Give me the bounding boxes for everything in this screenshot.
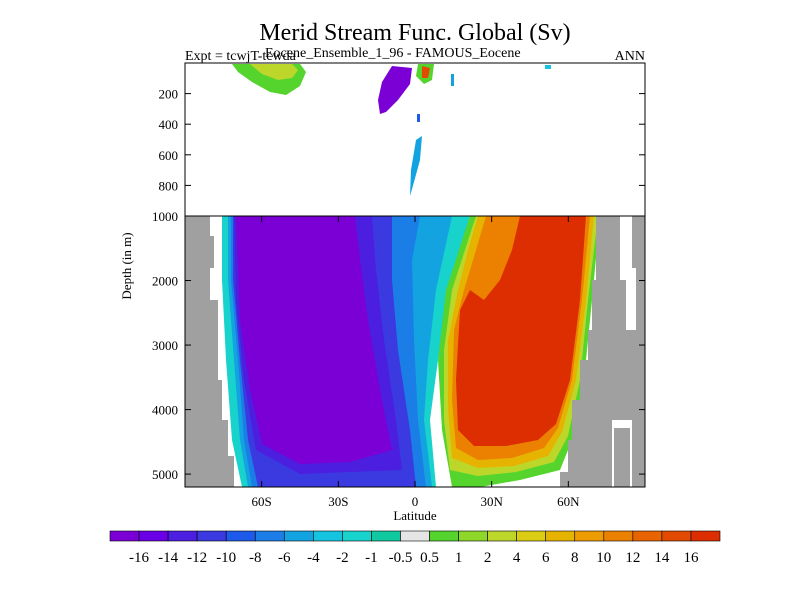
colorbar-swatch bbox=[603, 530, 634, 542]
colorbar-swatch bbox=[254, 530, 285, 542]
colorbar-swatch bbox=[690, 530, 721, 542]
y-tick-label: 4000 bbox=[152, 403, 178, 418]
colorbar-level-label: -0.5 bbox=[389, 550, 413, 566]
colorbar-swatch bbox=[167, 530, 198, 542]
upper-panel-frame bbox=[184, 62, 646, 217]
colorbar-swatch bbox=[458, 530, 488, 542]
colorbar-swatch bbox=[400, 530, 430, 542]
axes: 60S 30S 0 30N 60N 200 400 600 800 1000 2000 3000 400… bbox=[152, 87, 645, 509]
y-tick-label: 5000 bbox=[152, 467, 178, 482]
colorbar-swatch bbox=[138, 530, 169, 542]
land-north bbox=[560, 216, 645, 487]
y-tick-label: 200 bbox=[159, 87, 179, 102]
colorbar-swatch bbox=[661, 530, 692, 542]
colorbar-level-label: -2 bbox=[336, 550, 349, 566]
colorbar-level-label: 8 bbox=[571, 550, 579, 566]
upper-panel-contours bbox=[232, 64, 551, 196]
chart-subtitle: Eocene_Ensemble_1_96 - FAMOUS_Eocene bbox=[265, 46, 521, 61]
contour-patch-red bbox=[422, 66, 430, 78]
y-tick-label: 3000 bbox=[152, 338, 178, 353]
colorbar-level-label: 10 bbox=[596, 550, 611, 566]
y-axis-label: Depth (in m) bbox=[119, 232, 134, 299]
contour-patch-cyan-dot-2 bbox=[545, 65, 551, 69]
contour-patch-yellow bbox=[250, 64, 298, 80]
y-tick-label: 1000 bbox=[152, 209, 178, 224]
contour-patch-purple bbox=[378, 66, 412, 114]
colorbar-level-label: -8 bbox=[249, 550, 262, 566]
colorbar-level-label: 1 bbox=[455, 550, 463, 566]
colorbar-level-label: -10 bbox=[216, 550, 236, 566]
colorbar-level-label: 2 bbox=[484, 550, 492, 566]
x-tick-label: 30S bbox=[328, 494, 348, 509]
colorbar-swatch bbox=[283, 530, 314, 542]
south-cell-core bbox=[236, 216, 392, 464]
colorbar-swatch bbox=[371, 530, 401, 542]
contour-patch-cyan-dot bbox=[451, 74, 454, 86]
colorbar-level-label: 0.5 bbox=[420, 550, 439, 566]
x-tick-label: 0 bbox=[412, 494, 419, 509]
x-tick-label: 60S bbox=[252, 494, 272, 509]
colorbar-swatch bbox=[196, 530, 227, 542]
y-tick-label: 600 bbox=[159, 148, 179, 163]
colorbar-swatch bbox=[429, 530, 459, 542]
y-tick-label: 800 bbox=[159, 178, 179, 193]
experiment-label: Expt = tcwjT-tcwda bbox=[185, 49, 297, 64]
colorbar-level-label: -14 bbox=[158, 550, 178, 566]
colorbar-swatch bbox=[487, 530, 517, 542]
colorbar-level-label: -6 bbox=[278, 550, 291, 566]
colorbar: -16 -14 -12 -10 -8 -6 -4 -2 -1 -0.5 0.5 1 2 4 6 8 10 12 14… bbox=[109, 530, 721, 566]
colorbar-level-label: 4 bbox=[513, 550, 521, 566]
colorbar-swatch bbox=[632, 530, 663, 542]
north-cell-core bbox=[456, 216, 586, 446]
colorbar-level-label: -16 bbox=[129, 550, 149, 566]
x-tick-label: 30N bbox=[480, 494, 503, 509]
colorbar-swatch bbox=[109, 530, 140, 542]
colorbar-level-label: 16 bbox=[683, 550, 699, 566]
colorbar-level-label: 6 bbox=[542, 550, 550, 566]
colorbar-level-label: 14 bbox=[654, 550, 670, 566]
x-tick-label: 60N bbox=[557, 494, 580, 509]
colorbar-swatch bbox=[516, 530, 547, 542]
colorbar-level-label: -4 bbox=[307, 550, 320, 566]
colorbar-swatch bbox=[342, 530, 372, 542]
colorbar-level-label: -12 bbox=[187, 550, 207, 566]
colorbar-swatch bbox=[225, 530, 256, 542]
colorbar-swatch bbox=[313, 530, 343, 542]
lower-panel-contours bbox=[185, 216, 645, 487]
contour-patch-blue-dot bbox=[417, 114, 420, 122]
contour-patch-blue-deep bbox=[410, 136, 422, 196]
x-axis-label: Latitude bbox=[393, 508, 437, 523]
land-south bbox=[185, 216, 234, 487]
land-north-gap bbox=[620, 216, 636, 330]
colorbar-swatch bbox=[545, 530, 576, 542]
colorbar-level-label: 12 bbox=[625, 550, 640, 566]
y-tick-label: 2000 bbox=[152, 274, 178, 289]
y-tick-label: 400 bbox=[159, 117, 179, 132]
colorbar-level-label: -1 bbox=[365, 550, 378, 566]
chart-title: Merid Stream Func. Global (Sv) bbox=[259, 20, 570, 46]
season-label: ANN bbox=[615, 49, 645, 64]
land-north-fill bbox=[614, 428, 630, 487]
colorbar-swatch bbox=[574, 530, 605, 542]
